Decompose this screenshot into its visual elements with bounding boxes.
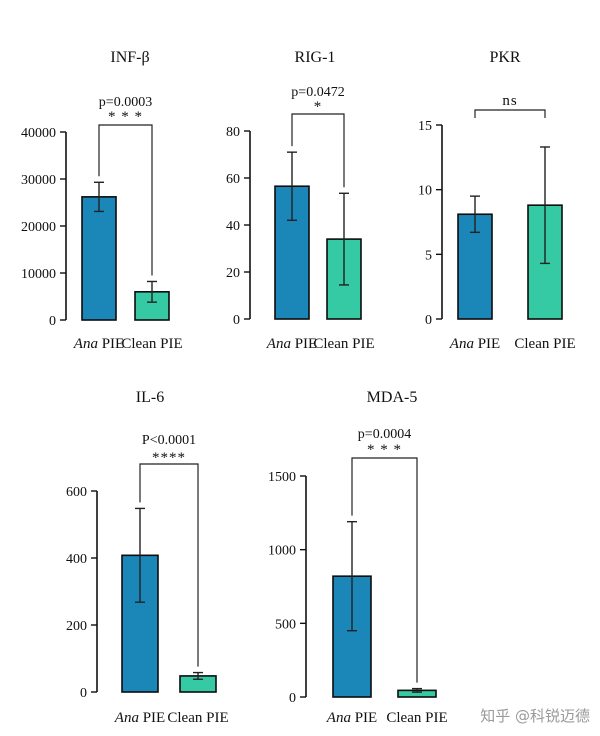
p-value-label: p=0.0472: [291, 85, 344, 100]
y-tick-label: 0: [80, 686, 87, 701]
y-tick-label: 500: [275, 617, 296, 632]
significance-stars: ****: [152, 450, 186, 466]
significance-stars: * * *: [367, 442, 402, 458]
watermark-text: 知乎 @科锐迈德: [480, 707, 590, 725]
category-label: Ana PIE: [266, 336, 317, 352]
chart-title: IL-6: [136, 389, 164, 406]
category-label: Ana PIE: [73, 336, 124, 352]
y-tick-label: 5: [425, 248, 432, 263]
y-tick-label: 1000: [268, 544, 296, 559]
y-tick-label: 20: [226, 266, 240, 281]
chart-title: PKR: [489, 49, 520, 66]
category-label: Clean PIE: [121, 336, 182, 352]
category-label: Ana PIE: [326, 710, 377, 726]
p-value-label: p=0.0004: [358, 427, 411, 442]
y-tick-label: 10: [418, 184, 432, 199]
y-tick-label: 60: [226, 172, 240, 187]
category-label: Ana PIE: [114, 710, 165, 726]
category-label: Clean PIE: [386, 710, 447, 726]
p-value-label: p=0.0003: [99, 95, 152, 110]
y-tick-label: 600: [66, 485, 87, 500]
y-tick-label: 15: [418, 119, 432, 134]
y-tick-label: 1500: [268, 470, 296, 485]
y-tick-label: 20000: [21, 220, 56, 235]
category-label: Clean PIE: [514, 336, 575, 352]
significance-bracket: [291, 113, 345, 188]
significance-bracket: [351, 457, 418, 683]
significance-stars: ns: [502, 93, 517, 109]
category-label: Clean PIE: [313, 336, 374, 352]
significance-bracket: [139, 463, 199, 667]
y-tick-label: 40000: [21, 126, 56, 141]
significance-stars: * * *: [108, 109, 143, 125]
y-tick-label: 30000: [21, 173, 56, 188]
significance-bracket: [474, 109, 546, 118]
y-tick-label: 0: [49, 314, 56, 329]
y-tick-label: 400: [66, 552, 87, 567]
chart-title: MDA-5: [367, 389, 418, 406]
y-tick-label: 0: [289, 691, 296, 706]
bar: [81, 196, 117, 321]
y-tick-label: 0: [233, 313, 240, 328]
significance-bracket: [98, 124, 153, 276]
y-tick-label: 80: [226, 125, 240, 140]
significance-stars: *: [314, 99, 323, 115]
y-tick-label: 0: [425, 313, 432, 328]
y-tick-label: 40: [226, 219, 240, 234]
category-label: Ana PIE: [449, 336, 500, 352]
chart-title: INF-β: [110, 49, 149, 66]
category-label: Clean PIE: [167, 710, 228, 726]
y-tick-label: 200: [66, 619, 87, 634]
y-tick-label: 10000: [21, 267, 56, 282]
p-value-label: P<0.0001: [142, 433, 196, 448]
chart-title: RIG-1: [295, 49, 336, 66]
